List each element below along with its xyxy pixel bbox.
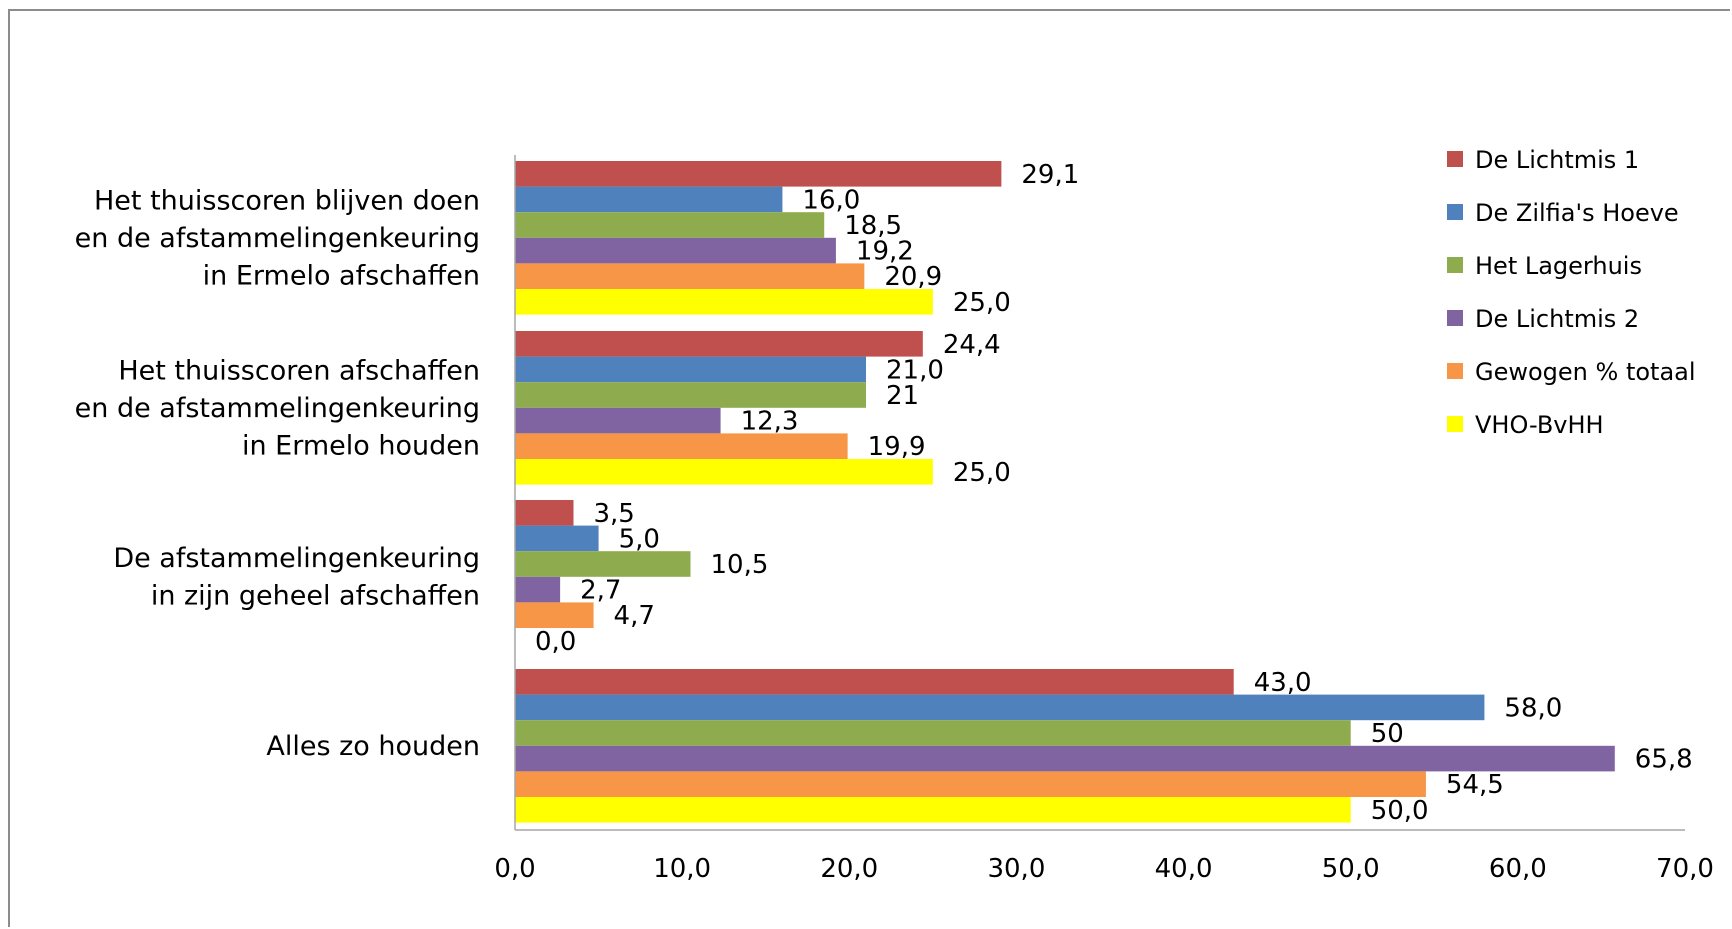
bar-de-zilfia-s-hoeve-0 <box>515 186 783 213</box>
value-label: 12,3 <box>741 407 799 437</box>
value-label: 50 <box>1371 719 1404 749</box>
bar-gewogen-totaal-0 <box>515 263 865 289</box>
value-label: 54,5 <box>1446 770 1504 800</box>
legend-swatch <box>1447 363 1463 379</box>
x-tick-label: 0,0 <box>494 854 535 884</box>
bar-vho-bvhh-3 <box>515 797 1351 823</box>
bar-gewogen-totaal-2 <box>515 602 594 628</box>
category-label: en de afstammelingenkeuring <box>75 223 480 254</box>
x-tick-label: 60,0 <box>1489 854 1547 884</box>
legend-label: Het Lagerhuis <box>1475 252 1642 280</box>
legend-swatch <box>1447 204 1463 220</box>
value-label: 24,4 <box>943 330 1001 360</box>
bar-het-lagerhuis-3 <box>515 720 1351 746</box>
value-label: 25,0 <box>953 458 1011 488</box>
legend-label: De Zilfia's Hoeve <box>1475 199 1679 227</box>
bar-de-zilfia-s-hoeve-3 <box>515 694 1485 721</box>
x-tick-label: 10,0 <box>653 854 711 884</box>
bar-de-lichtmis-1-2 <box>515 500 574 526</box>
value-label: 10,5 <box>711 550 769 580</box>
value-label: 21 <box>886 381 919 411</box>
value-label: 65,8 <box>1635 745 1693 775</box>
value-label: 0,0 <box>535 627 576 657</box>
bar-vho-bvhh-0 <box>515 289 933 315</box>
bar-de-lichtmis-2-3 <box>515 745 1615 772</box>
bar-de-zilfia-s-hoeve-1 <box>515 356 866 383</box>
category-label: in zijn geheel afschaffen <box>151 581 480 612</box>
bar-de-lichtmis-1-3 <box>515 669 1234 695</box>
legend-swatch <box>1447 310 1463 326</box>
value-label: 2,7 <box>580 576 621 606</box>
category-label: in Ermelo houden <box>242 430 480 461</box>
category-label: in Ermelo afschaffen <box>203 260 480 291</box>
value-label: 20,9 <box>884 262 942 292</box>
category-label: De afstammelingenkeuring <box>113 543 480 574</box>
x-tick-label: 20,0 <box>820 854 878 884</box>
legend-label: De Lichtmis 2 <box>1475 305 1639 333</box>
bar-de-lichtmis-1-0 <box>515 161 1002 187</box>
value-label: 19,2 <box>856 237 914 267</box>
bar-de-lichtmis-2-0 <box>515 237 836 264</box>
bar-het-lagerhuis-2 <box>515 551 691 577</box>
value-label: 5,0 <box>619 524 660 554</box>
value-label: 50,0 <box>1371 796 1429 826</box>
legend-label: VHO-BvHH <box>1475 411 1604 439</box>
category-label: en de afstammelingenkeuring <box>75 393 480 424</box>
bar-gewogen-totaal-1 <box>515 433 848 459</box>
category-label: Het thuisscoren afschaffen <box>118 355 480 386</box>
chart-frame <box>8 9 1730 927</box>
bar-de-lichtmis-1-1 <box>515 331 923 357</box>
value-label: 4,7 <box>614 601 655 631</box>
bar-de-lichtmis-2-1 <box>515 407 721 434</box>
bar-het-lagerhuis-1 <box>515 382 866 408</box>
value-label: 3,5 <box>594 499 635 529</box>
x-tick-label: 40,0 <box>1155 854 1213 884</box>
bar-vho-bvhh-1 <box>515 459 933 485</box>
legend-label: De Lichtmis 1 <box>1475 146 1639 174</box>
x-tick-label: 70,0 <box>1656 854 1714 884</box>
category-label: Het thuisscoren blijven doen <box>94 185 480 216</box>
legend-swatch <box>1447 257 1463 273</box>
value-label: 29,1 <box>1021 160 1079 190</box>
value-label: 21,0 <box>886 355 944 385</box>
legend-swatch <box>1447 416 1463 432</box>
value-label: 19,9 <box>868 432 926 462</box>
value-label: 58,0 <box>1504 693 1562 723</box>
bar-het-lagerhuis-0 <box>515 212 825 238</box>
legend-swatch <box>1447 151 1463 167</box>
value-label: 16,0 <box>802 185 860 215</box>
value-label: 18,5 <box>844 211 902 241</box>
legend-label: Gewogen % totaal <box>1475 358 1696 386</box>
value-label: 43,0 <box>1254 668 1312 698</box>
bar-gewogen-totaal-3 <box>515 771 1426 797</box>
bar-de-lichtmis-2-2 <box>515 576 561 603</box>
value-label: 25,0 <box>953 288 1011 318</box>
bar-de-zilfia-s-hoeve-2 <box>515 525 599 552</box>
category-label: Alles zo houden <box>266 731 480 762</box>
x-tick-label: 30,0 <box>987 854 1045 884</box>
x-tick-label: 50,0 <box>1322 854 1380 884</box>
